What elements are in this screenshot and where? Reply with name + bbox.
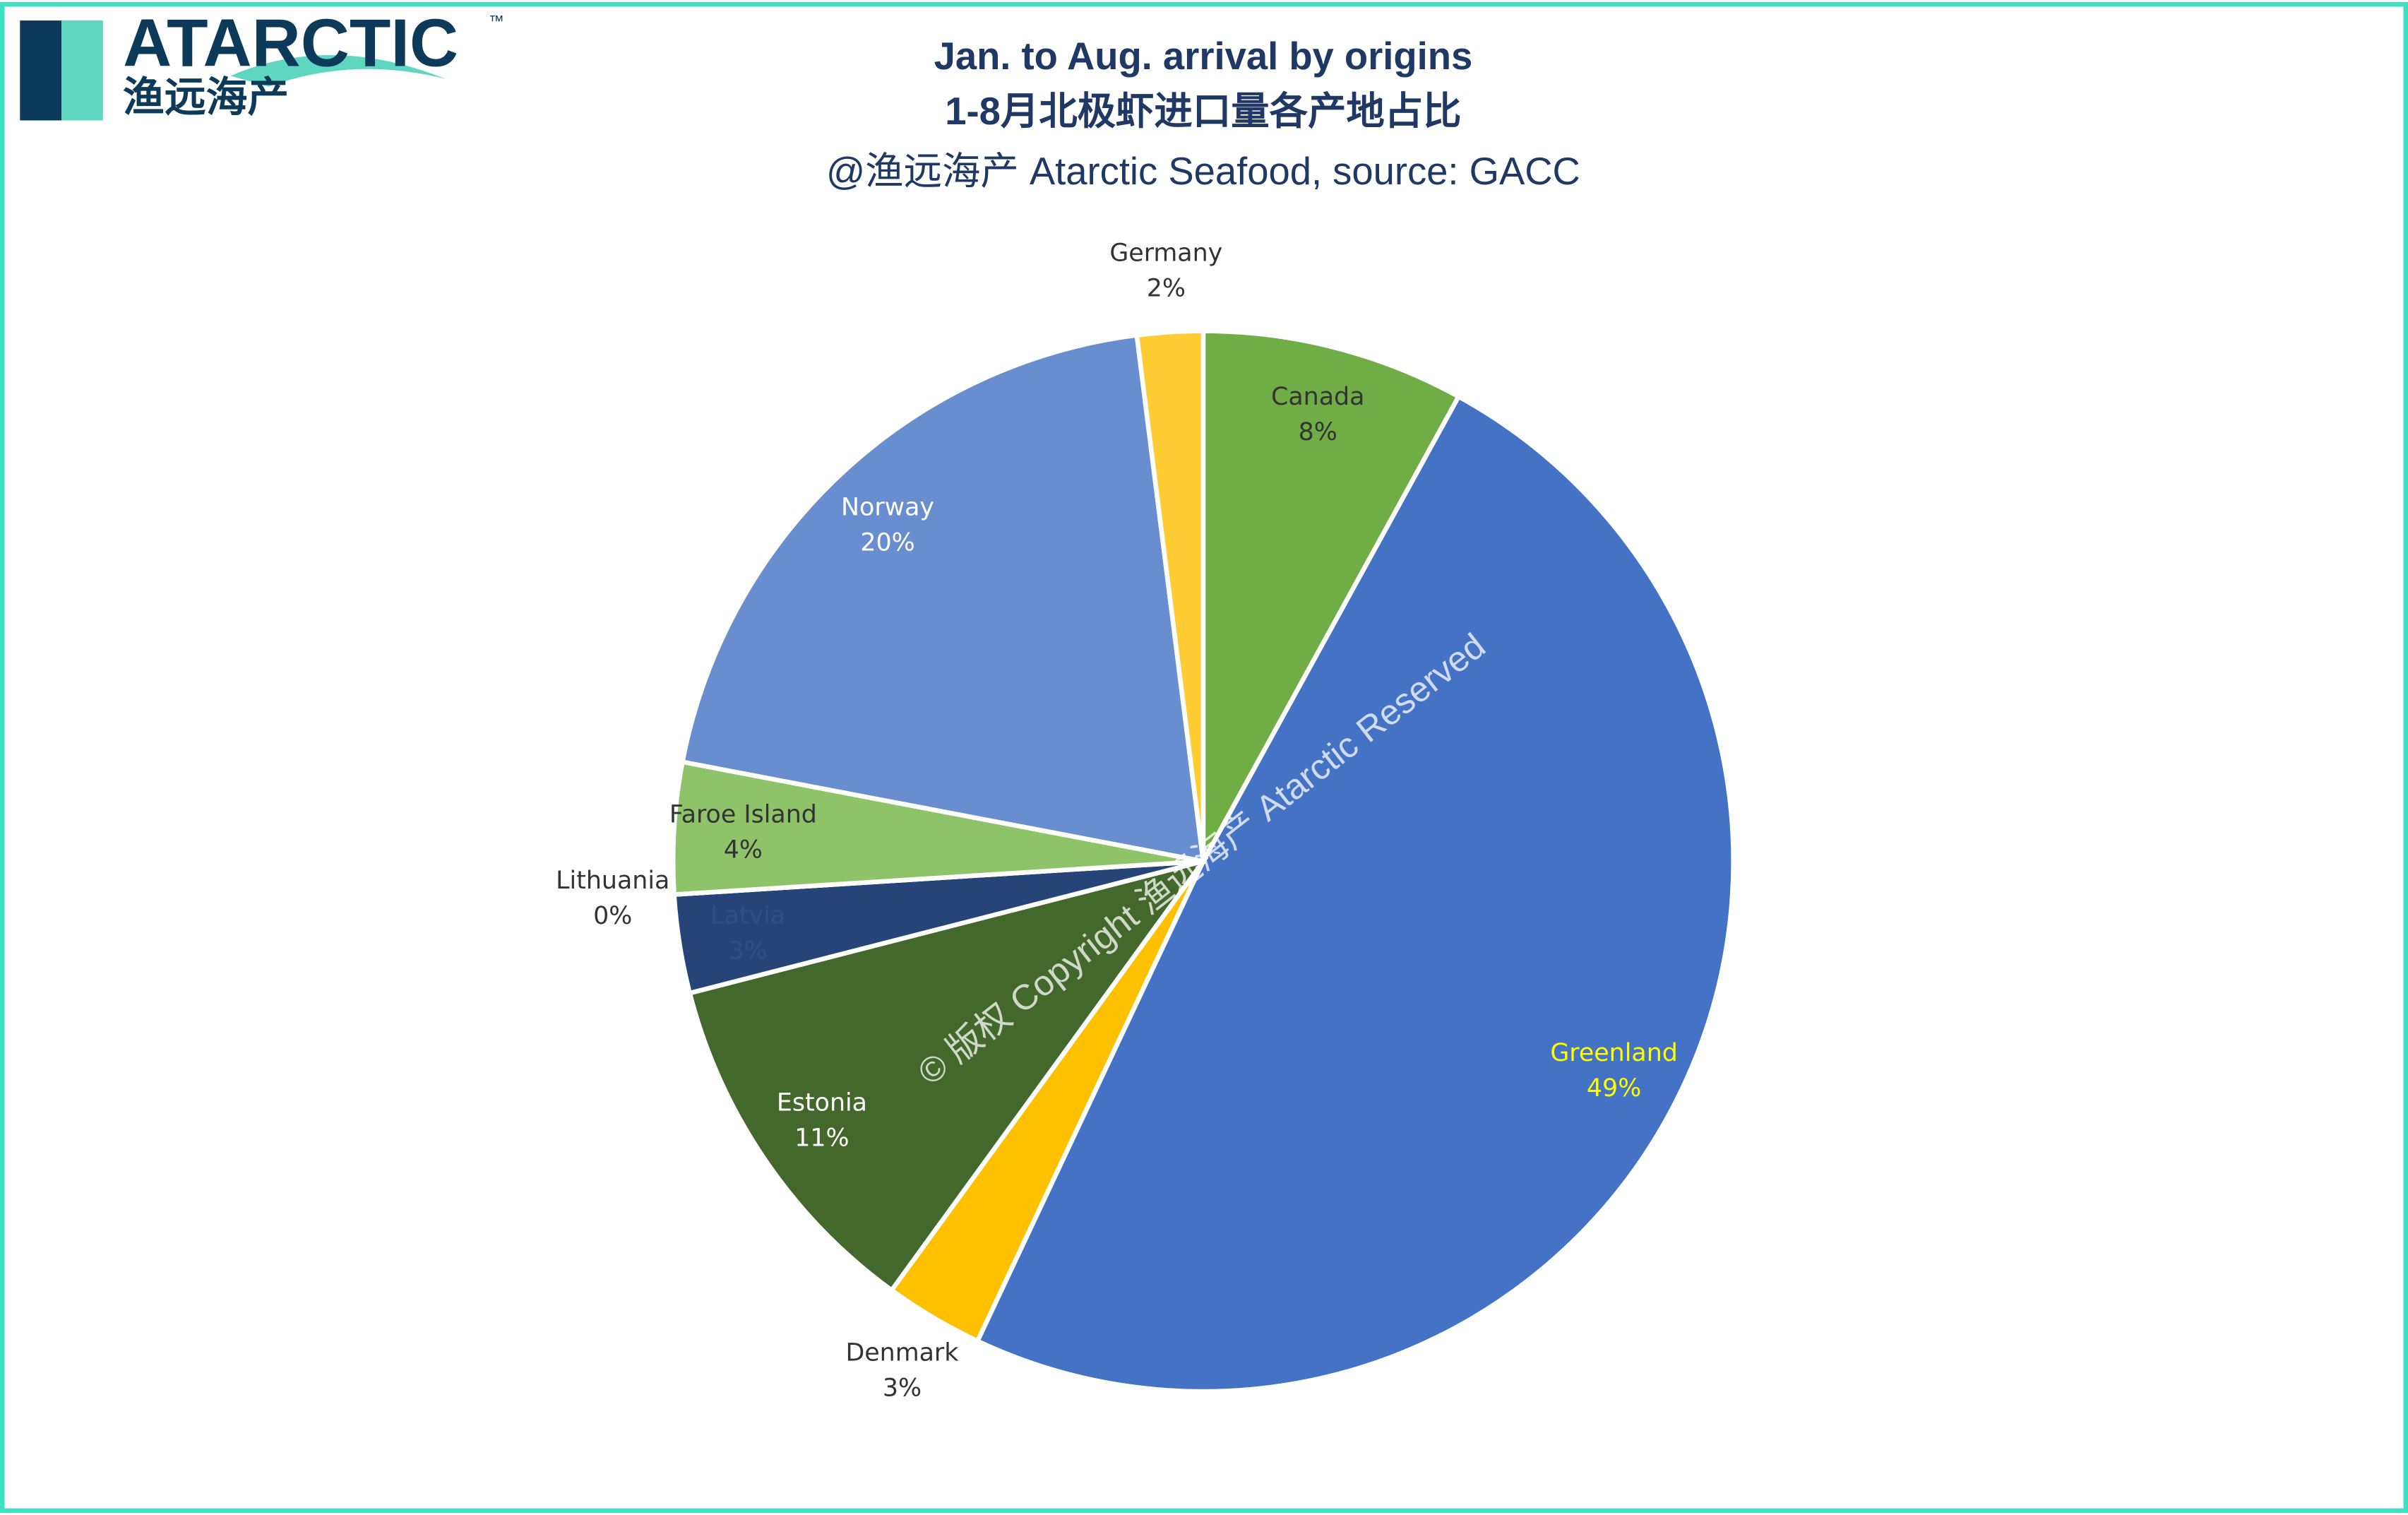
category-label: Faroe Island (669, 800, 817, 828)
pie-slice (670, 759, 1204, 897)
category-label: Canada (1271, 383, 1364, 411)
pie (670, 328, 1736, 1394)
chart-source: @渔远海产 Atarctic Seafood, source: GACC (826, 150, 1580, 193)
value-label: 0% (593, 902, 632, 930)
logo-bar (20, 20, 62, 121)
chart-title: Jan. to Aug. arrival by origins (934, 35, 1473, 78)
value-label: 3% (729, 937, 768, 966)
pie-slice (1200, 328, 1462, 862)
category-label: Denmark (845, 1339, 959, 1367)
value-label: 8% (1299, 418, 1337, 446)
value-label: 4% (724, 836, 763, 865)
category-label: Estonia (777, 1088, 867, 1117)
pie-slice (686, 857, 1209, 1294)
pie-slice (679, 332, 1206, 865)
logo-chinese: 渔远海产 (123, 75, 289, 121)
value-label: 20% (860, 529, 914, 557)
data-labels: Canada 8% Greenland 49% Denmark 3% Estonia 11% L… (556, 239, 1678, 1402)
logo: ATARCTIC ™ 渔远海产 (20, 6, 504, 121)
logo-brand: ATARCTIC (123, 6, 458, 81)
pie-slice (1134, 328, 1206, 862)
pie-slice (974, 393, 1736, 1394)
logo-swoosh (230, 54, 446, 87)
category-label: Latvia (710, 902, 785, 930)
value-label: 49% (1587, 1074, 1641, 1103)
category-label: Lithuania (556, 867, 669, 895)
value-label: 2% (1147, 274, 1186, 302)
value-label: 11% (794, 1124, 849, 1152)
logo-trademark: ™ (489, 12, 504, 30)
chart-subtitle: 1-8月北极虾进口量各产地占比 (945, 90, 1461, 133)
category-label: Greenland (1550, 1039, 1678, 1067)
logo-bar (61, 20, 103, 121)
category-label: Germany (1109, 239, 1222, 267)
value-label: 3% (883, 1374, 922, 1403)
category-label: Norway (841, 494, 934, 522)
